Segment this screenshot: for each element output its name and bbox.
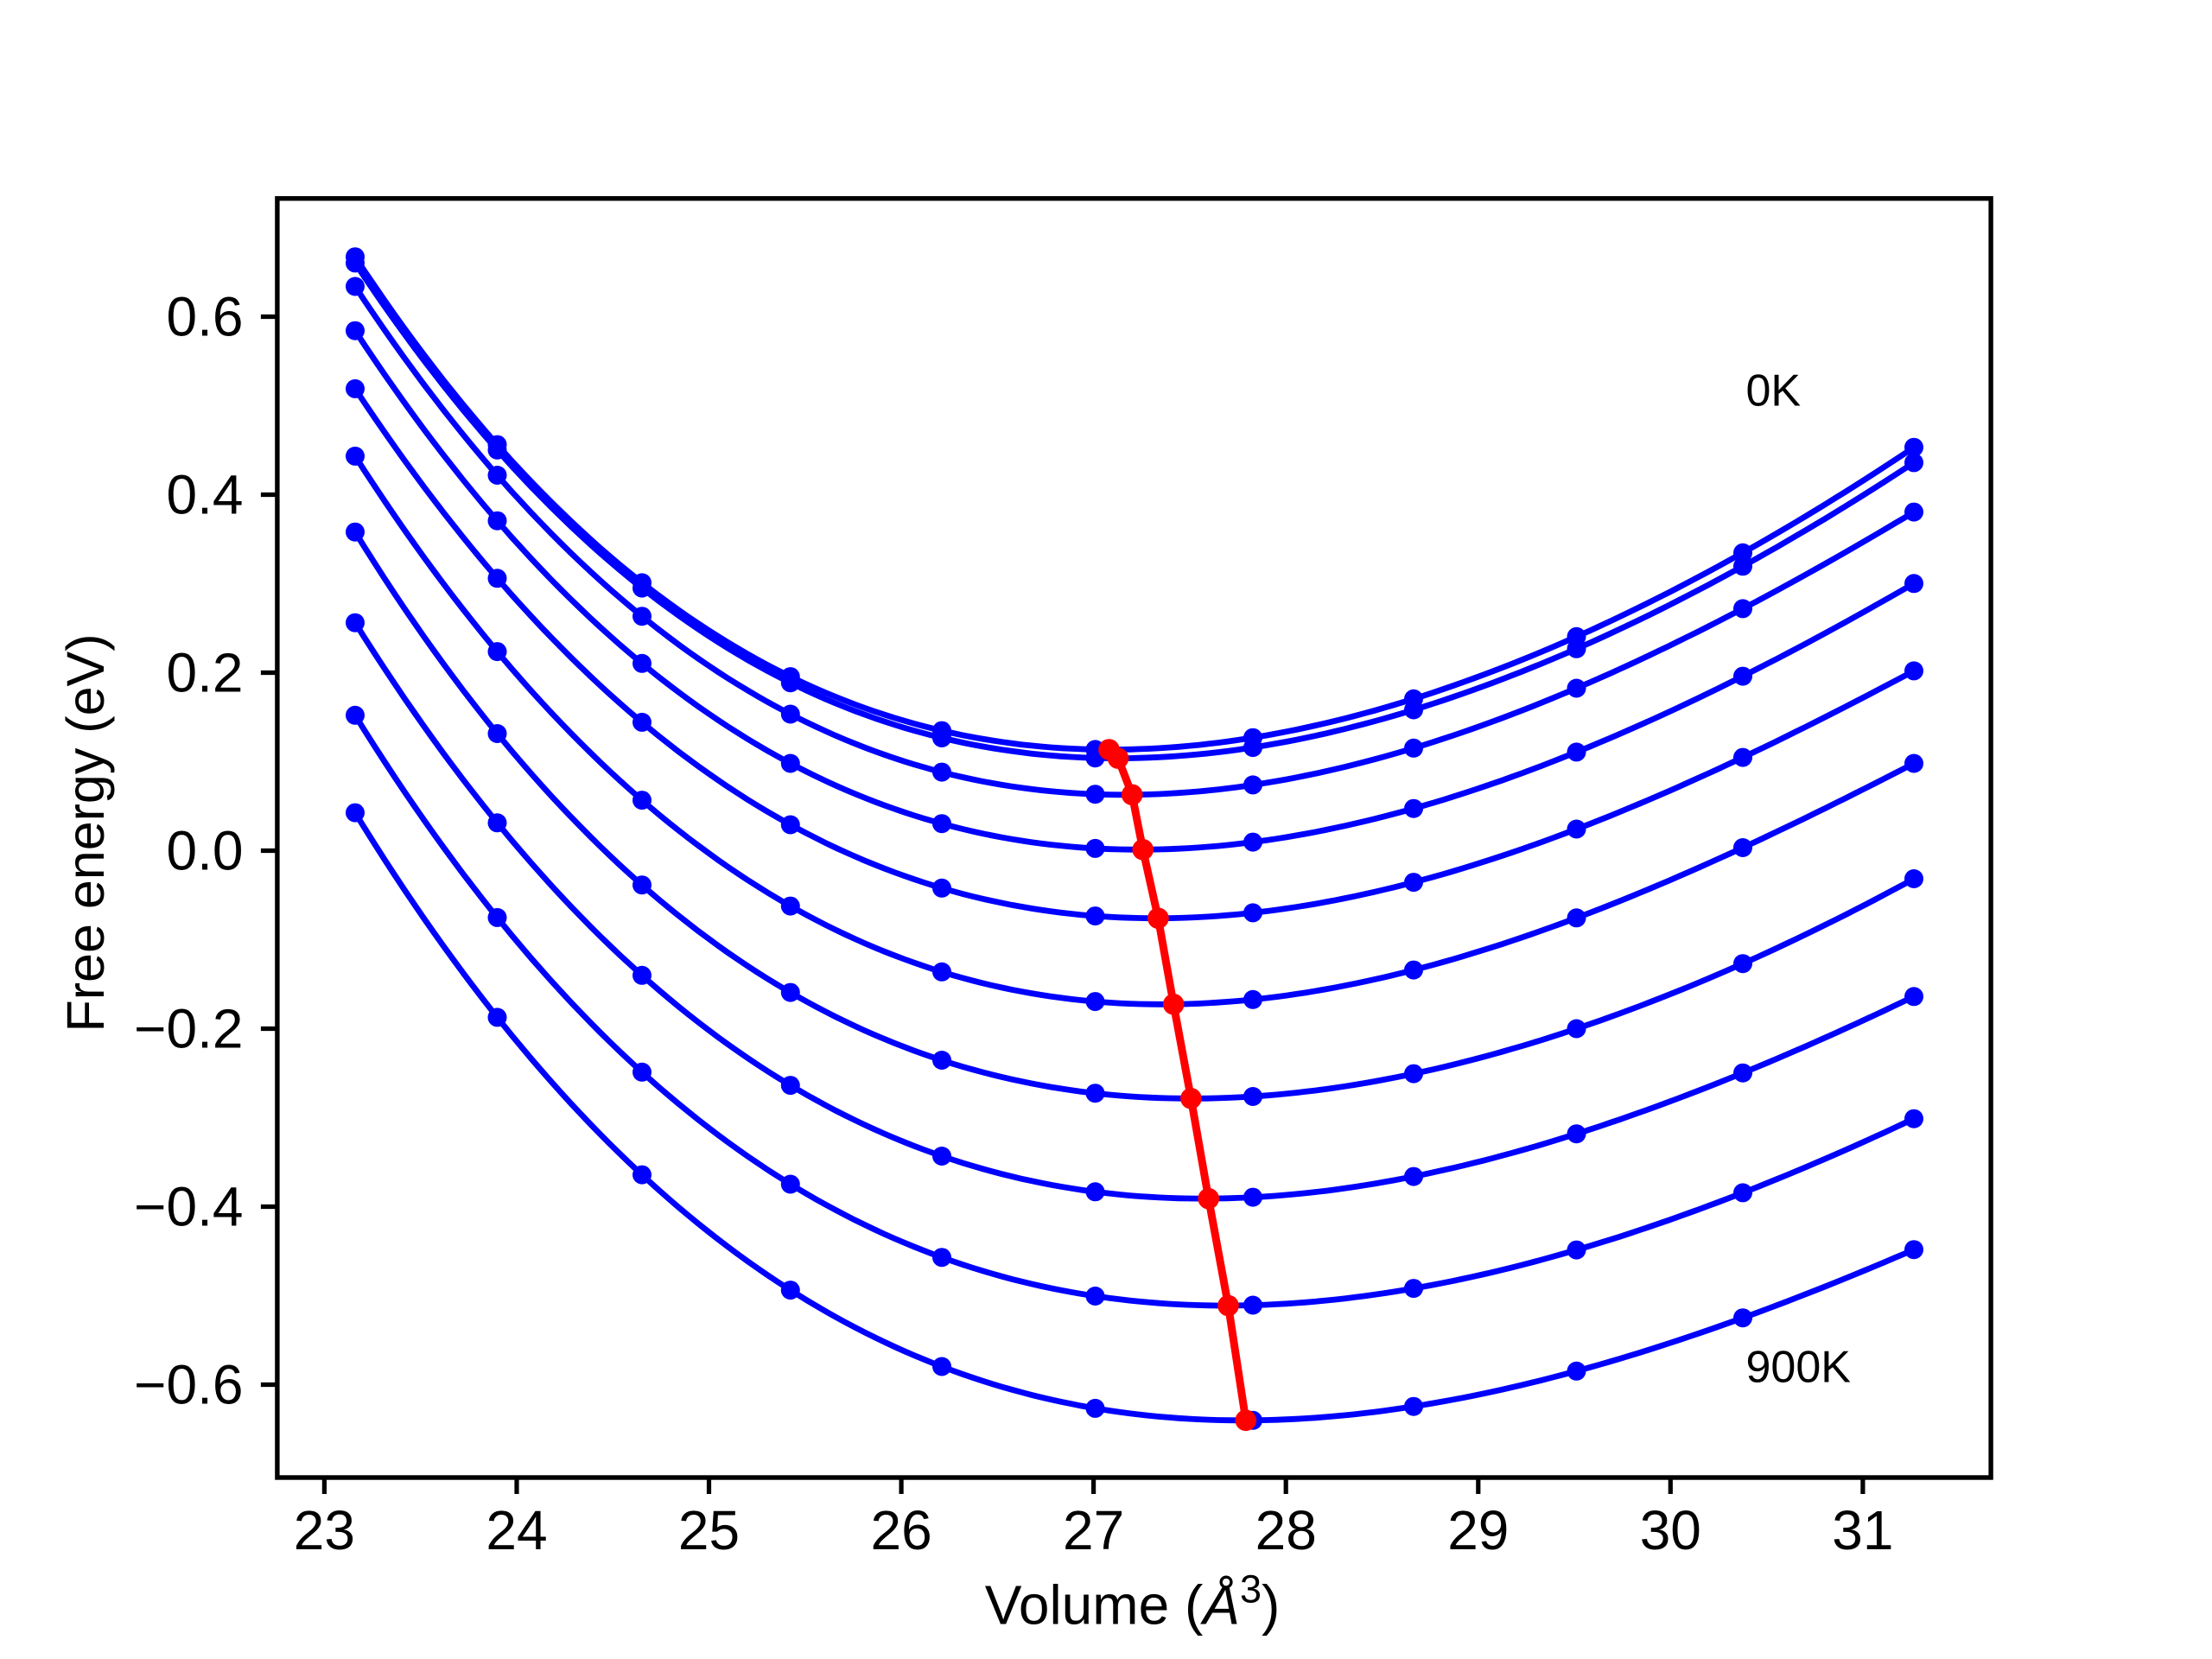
svg-text:27: 27: [1063, 1499, 1124, 1561]
svg-text:Volume (Å3): Volume (Å3): [985, 1567, 1281, 1637]
svg-text:31: 31: [1832, 1499, 1893, 1561]
svg-text:0K: 0K: [1746, 366, 1802, 416]
svg-text:23: 23: [294, 1499, 355, 1561]
svg-text:28: 28: [1255, 1499, 1317, 1561]
svg-text:−0.4: −0.4: [134, 1175, 243, 1237]
svg-text:0.0: 0.0: [167, 819, 244, 881]
svg-text:0.2: 0.2: [167, 641, 244, 703]
svg-text:30: 30: [1640, 1499, 1701, 1561]
svg-text:900K: 900K: [1746, 1342, 1852, 1392]
svg-text:24: 24: [486, 1499, 547, 1561]
svg-text:29: 29: [1447, 1499, 1509, 1561]
svg-text:0.4: 0.4: [167, 463, 244, 525]
svg-text:0.6: 0.6: [167, 285, 244, 347]
svg-text:−0.2: −0.2: [134, 997, 243, 1059]
svg-text:25: 25: [678, 1499, 740, 1561]
svg-text:Free energy (eV): Free energy (eV): [56, 633, 115, 1032]
svg-text:26: 26: [871, 1499, 932, 1561]
svg-text:−0.6: −0.6: [134, 1353, 243, 1415]
